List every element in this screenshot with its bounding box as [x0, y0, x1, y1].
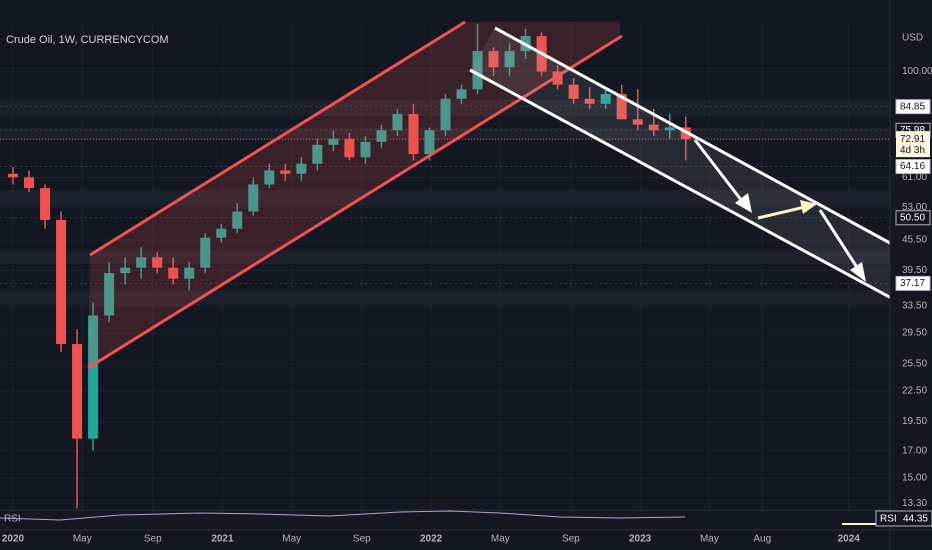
rising-channel-top — [89, 20, 466, 257]
x-tick-label: May — [282, 534, 301, 545]
y-tick-label: 22.50 — [902, 386, 927, 397]
x-tick-label: Sep — [562, 534, 580, 545]
x-tick-label: 2022 — [420, 534, 443, 545]
x-tick-label: Aug — [753, 534, 771, 545]
y-tick-label: 39.50 — [902, 265, 927, 276]
level-box — [895, 275, 931, 291]
candle-body — [472, 51, 483, 90]
last-price-label: 72.91 — [900, 134, 925, 145]
x-tick-label: 2024 — [838, 534, 861, 545]
currency: USD — [902, 33, 923, 44]
candle-body — [216, 228, 227, 238]
drawings — [87, 20, 896, 370]
candle-body — [360, 141, 371, 158]
candle-body — [264, 170, 275, 185]
level-box — [895, 159, 931, 175]
level-label: 37.17 — [900, 278, 925, 289]
candle-body — [648, 124, 659, 131]
candle-body — [408, 113, 419, 155]
candle-body — [168, 267, 179, 279]
y-tick-label: 61.00 — [902, 172, 927, 183]
x-tick-label: May — [491, 534, 510, 545]
candle-body — [104, 273, 115, 316]
rsi-pane — [0, 510, 890, 530]
grid — [0, 22, 890, 510]
candle-body — [664, 127, 675, 131]
candle-body — [344, 138, 355, 158]
y-tick-label: 19.50 — [902, 416, 927, 427]
candle-body — [248, 184, 259, 212]
candle-body — [24, 177, 35, 189]
candle-body — [568, 84, 579, 99]
candle-body — [552, 71, 563, 85]
y-tick-label: 45.50 — [902, 235, 927, 246]
rsi-value: 44.35 — [903, 514, 928, 525]
falling-channel-top — [494, 26, 891, 245]
candle-body — [120, 267, 131, 274]
candle-body — [88, 315, 99, 439]
candle-body — [392, 113, 403, 131]
candle-body — [8, 173, 19, 178]
candle-body — [616, 94, 627, 120]
chart-title: Crude Oil, 1W, CURRENCYCOM — [6, 34, 169, 46]
candle-body — [40, 188, 51, 220]
candle-body — [440, 98, 451, 131]
candle-body — [584, 98, 595, 104]
y-tick-label: 17.00 — [902, 446, 927, 457]
rsi-line — [0, 510, 686, 521]
candle-body — [504, 51, 515, 68]
axes: 100.00 61.00 53.00 45.50 39.50 33.50 29.50 25.5… — [2, 66, 932, 545]
x-tick-label: 2020 — [2, 534, 25, 545]
x-tick-label: Sep — [144, 534, 162, 545]
x-tick-label: Sep — [353, 534, 371, 545]
rsi-label: RSI — [4, 514, 21, 525]
candles — [8, 23, 691, 509]
arrows — [693, 139, 866, 282]
candle-body — [424, 130, 435, 155]
level-label: 84.85 — [900, 101, 925, 112]
last-price-box — [896, 131, 930, 158]
y-tick-label: 100.00 — [902, 66, 932, 77]
candle-body — [296, 163, 307, 174]
x-tick-label: May — [73, 534, 92, 545]
candle-body — [200, 237, 211, 268]
level-box — [895, 210, 931, 226]
y-tick-label: 29.50 — [902, 328, 927, 339]
y-tick-label: 25.50 — [902, 359, 927, 370]
rising-channel-bottom — [87, 34, 623, 370]
y-tick-label: 53.00 — [902, 202, 927, 213]
level-label: 64.16 — [900, 161, 925, 172]
countdown: 4d 3h — [900, 145, 925, 156]
y-tick-label: 13.30 — [902, 498, 927, 509]
candle-body — [488, 51, 499, 68]
y-tick-label: 33.50 — [902, 300, 927, 311]
candle-body — [280, 170, 291, 174]
candle-body — [456, 89, 467, 99]
rising-channel-fill — [88, 22, 620, 368]
candle-body — [56, 219, 67, 345]
candle-body — [184, 267, 195, 279]
price-axis — [890, 0, 932, 550]
candle-body — [72, 344, 83, 439]
candle-body — [328, 138, 339, 145]
x-tick-label: 2023 — [629, 534, 652, 545]
level-label: 50.50 — [900, 212, 925, 223]
candle-body — [600, 94, 611, 104]
rsi-value-box — [875, 510, 932, 527]
x-tick-label: May — [700, 534, 719, 545]
candle-body — [376, 130, 387, 142]
falling-channel-fill — [470, 28, 895, 300]
y-tick-label: 15.00 — [902, 472, 927, 483]
rsi-label-axis: RSI — [880, 514, 897, 525]
candle-body — [152, 257, 163, 268]
level-label: 75.98 — [900, 125, 925, 136]
x-tick-label: 2021 — [211, 534, 234, 545]
falling-channel-bottom — [469, 68, 896, 302]
candle-body — [136, 257, 147, 268]
candle-body — [312, 144, 323, 164]
candle-body — [632, 119, 643, 125]
candle-body — [232, 211, 243, 229]
level-box — [895, 99, 931, 115]
